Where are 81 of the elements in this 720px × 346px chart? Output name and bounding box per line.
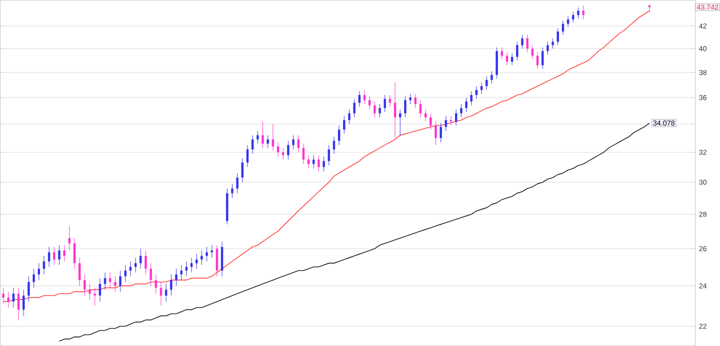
candlestick (572, 12, 574, 23)
candlestick (374, 101, 376, 118)
candlestick (526, 34, 528, 53)
candlestick (388, 94, 392, 108)
candlestick (434, 121, 437, 146)
candlestick (480, 82, 483, 94)
candlestick (409, 94, 412, 104)
candlestick (7, 291, 10, 308)
candlestick (430, 113, 432, 130)
candlestick (38, 262, 40, 280)
candlestick (378, 104, 381, 118)
candlestick (12, 288, 15, 308)
candlestick (516, 42, 518, 61)
candlestick (318, 155, 320, 172)
candlestick (287, 140, 290, 160)
candlestick (190, 258, 193, 273)
candlestick (63, 244, 66, 262)
candlestick (180, 264, 182, 280)
candlestick (490, 71, 493, 84)
candlestick (358, 91, 361, 108)
candlestick (104, 272, 106, 290)
candlestick (262, 121, 264, 148)
candlestick (119, 270, 122, 292)
candlestick (150, 262, 152, 286)
candlestick (566, 16, 570, 28)
candlestick (414, 94, 417, 108)
candlestick (546, 42, 549, 55)
candlestick (276, 142, 280, 157)
candlestick (84, 274, 86, 296)
candlestick (444, 116, 448, 132)
candlestick (2, 288, 4, 304)
candlestick (200, 250, 203, 266)
candlestick (134, 258, 137, 273)
candlestick (307, 155, 310, 169)
candlestick (338, 125, 340, 146)
candlestick (322, 156, 325, 172)
candlestick (164, 284, 168, 302)
candlestick (292, 135, 294, 150)
candlestick (32, 268, 35, 288)
candlestick (343, 116, 346, 134)
candlestick (175, 268, 178, 286)
candlestick (53, 246, 56, 266)
candlestick (231, 184, 234, 198)
candlestick (419, 100, 422, 118)
candlestick (78, 258, 81, 286)
candlestick (577, 7, 580, 19)
candlestick (470, 91, 472, 106)
candlestick (353, 98, 356, 118)
candlestick (144, 250, 147, 275)
candlestick (506, 52, 508, 66)
candlestick (210, 244, 213, 258)
candlestick (404, 96, 406, 118)
candlestick (170, 274, 172, 296)
candlestick (440, 122, 442, 143)
candlestick (460, 104, 462, 118)
candlestick (58, 244, 60, 266)
candlestick (521, 34, 524, 49)
candlestick (124, 264, 126, 282)
candlestick (582, 5, 584, 20)
candlestick (368, 96, 371, 110)
candlestick (399, 109, 402, 136)
candlestick (140, 248, 142, 270)
line-series (58, 122, 650, 342)
candlestick (348, 109, 350, 124)
candlestick (450, 116, 452, 126)
candlestick (154, 274, 158, 294)
candlestick (206, 246, 208, 262)
candlestick (465, 97, 468, 112)
candlestick (68, 226, 71, 251)
candlestick (312, 155, 315, 169)
candlestick (266, 135, 269, 148)
candlestick (496, 47, 498, 79)
candlestick (94, 288, 96, 306)
candlestick (88, 284, 91, 300)
candlestick (114, 276, 116, 292)
candlestick (552, 38, 554, 49)
candlestick (236, 172, 238, 194)
candlestick (486, 76, 488, 90)
candlestick (109, 272, 112, 288)
candlestick (256, 130, 259, 144)
candlestick (28, 276, 30, 302)
